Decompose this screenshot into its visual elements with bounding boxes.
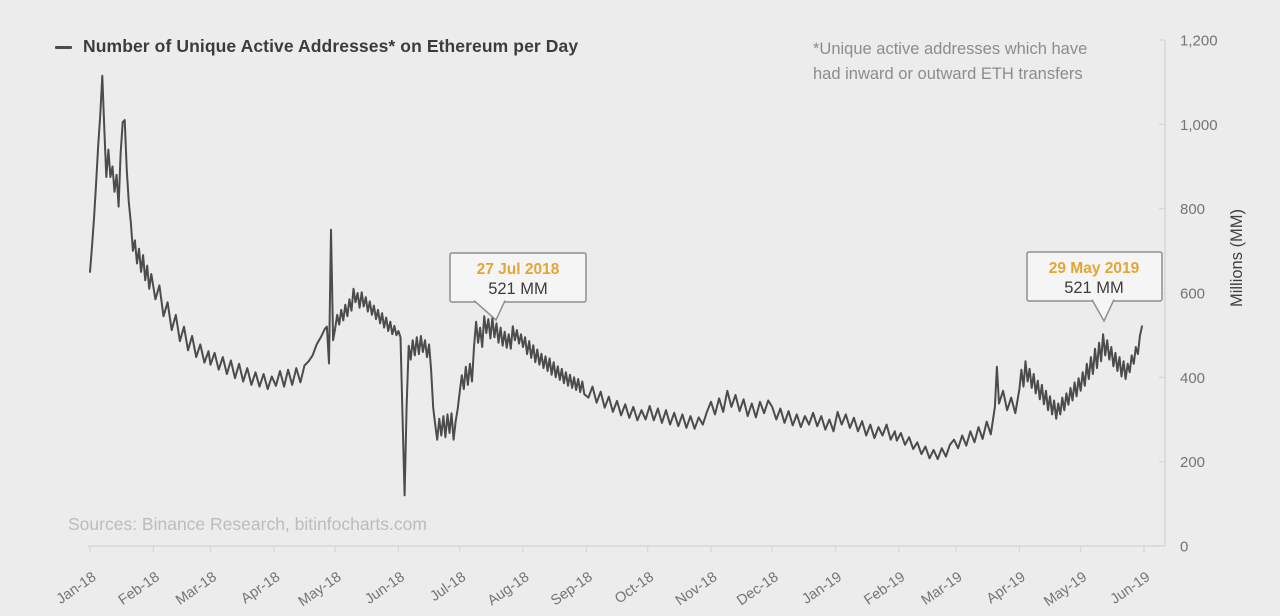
x-axis-label: Nov-18 [673, 569, 720, 609]
callout-tail [473, 300, 506, 322]
x-axis-label: Jun-19 [1108, 569, 1154, 608]
y-axis-label: 600 [1180, 286, 1205, 303]
x-axis-label: Jan-18 [54, 569, 100, 608]
chart-title: Number of Unique Active Addresses* on Et… [83, 36, 579, 56]
chart-footnote: *Unique active addresses which have had … [813, 37, 1173, 86]
y-axis-label: 400 [1180, 370, 1205, 387]
y-axis-label: 0 [1180, 539, 1188, 556]
legend-line-icon [55, 45, 72, 49]
x-axis-label: Oct-18 [612, 569, 657, 607]
callout-box [449, 252, 587, 303]
x-axis-label: Aug-18 [485, 569, 532, 609]
y-axis-label: 1,200 [1180, 33, 1218, 50]
x-axis-label: Mar-19 [919, 569, 966, 608]
sources-text: Sources: Binance Research, bitinfocharts… [68, 514, 427, 534]
x-axis-label: May-19 [1041, 569, 1090, 610]
callout-may-2019: 29 May 2019 521 MM [1026, 251, 1163, 323]
y-axis-label: 200 [1180, 454, 1205, 471]
series-line-unique-active-addresses [89, 74, 1143, 497]
callout-jul-2018: 27 Jul 2018 521 MM [449, 252, 587, 322]
y-axis-title: Millions (MM) [1228, 209, 1246, 307]
y-axis-label: 1,000 [1180, 117, 1218, 134]
x-axis-label: Jul-18 [427, 569, 469, 605]
x-axis-label: Sep-18 [548, 569, 595, 609]
x-axis-label: May-18 [296, 569, 345, 610]
callout-value: 521 MM [488, 280, 548, 298]
callout-value: 521 MM [1064, 279, 1124, 297]
callout-date: 29 May 2019 [1049, 260, 1140, 277]
x-axis-label: Jan-19 [799, 569, 845, 608]
footnote-line-1: *Unique active addresses which have [813, 40, 1088, 58]
x-axis-label: Apr-19 [984, 569, 1029, 607]
x-axis-label: Dec-18 [734, 569, 781, 609]
x-axis-label: Mar-18 [173, 569, 220, 608]
footnote-line-2: had inward or outward ETH transfers [813, 64, 1083, 83]
x-axis-label: Jun-18 [362, 569, 408, 608]
x-axis-label: Feb-19 [861, 569, 908, 608]
callout-tail [1091, 299, 1115, 323]
x-axis-label: Feb-18 [116, 569, 163, 608]
y-axis-label: 800 [1180, 201, 1205, 218]
callout-date: 27 Jul 2018 [477, 261, 560, 278]
x-axis-label: Apr-18 [238, 569, 283, 607]
chart-legend: Number of Unique Active Addresses* on Et… [55, 36, 578, 57]
